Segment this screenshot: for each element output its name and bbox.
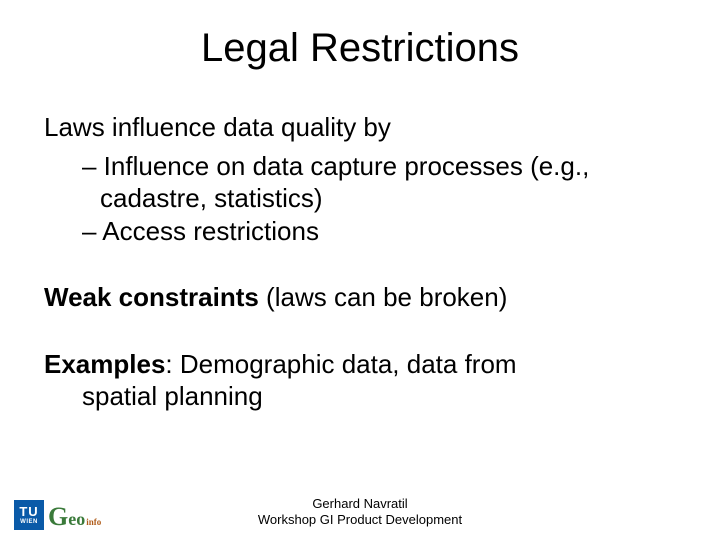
weak-rest: (laws can be broken) bbox=[259, 282, 508, 312]
sub-item-2: – Access restrictions bbox=[82, 215, 680, 248]
sublist: – Influence on data capture processes (e… bbox=[82, 150, 680, 248]
intro-line: Laws influence data quality by bbox=[44, 111, 680, 144]
footer-workshop: Workshop GI Product Development bbox=[0, 512, 720, 528]
examples-line: Examples: Demographic data, data from sp… bbox=[44, 348, 680, 413]
examples-rest-1: : Demographic data, data from bbox=[165, 349, 516, 379]
sub-item-1: – Influence on data capture processes (e… bbox=[82, 150, 680, 215]
slide-title: Legal Restrictions bbox=[40, 26, 680, 71]
slide-body: Laws influence data quality by – Influen… bbox=[44, 111, 680, 413]
footer: Gerhard Navratil Workshop GI Product Dev… bbox=[0, 496, 720, 529]
examples-rest-2: spatial planning bbox=[44, 380, 680, 413]
footer-author: Gerhard Navratil bbox=[0, 496, 720, 512]
weak-constraints-line: Weak constraints (laws can be broken) bbox=[44, 281, 680, 314]
slide: Legal Restrictions Laws influence data q… bbox=[0, 0, 720, 540]
examples-bold: Examples bbox=[44, 349, 165, 379]
weak-bold: Weak constraints bbox=[44, 282, 259, 312]
